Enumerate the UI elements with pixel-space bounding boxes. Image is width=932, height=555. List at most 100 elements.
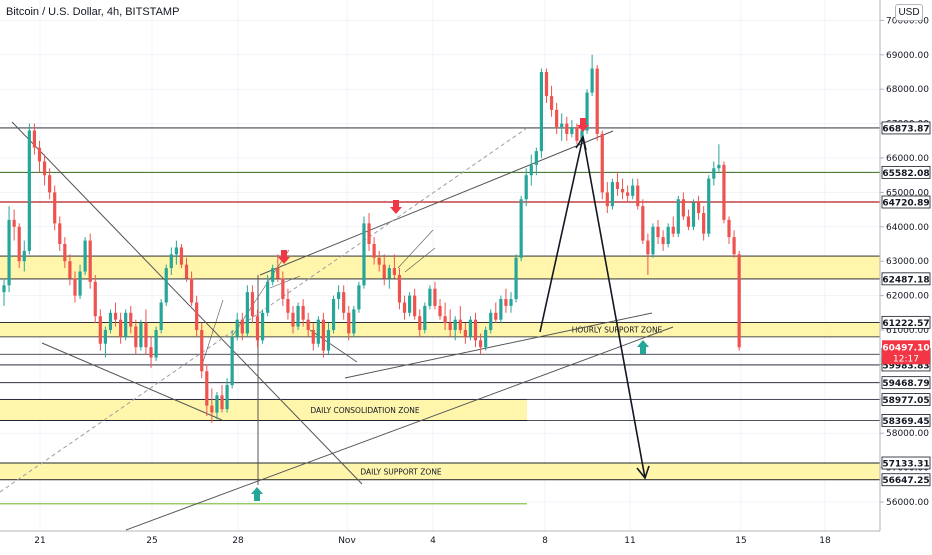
candle-up: [484, 326, 488, 351]
candle-body: [174, 247, 178, 255]
candle-body: [595, 68, 599, 134]
candle-body: [585, 92, 589, 131]
projection-path: [539, 136, 646, 479]
candle-up: [296, 302, 300, 330]
candle-body: [382, 264, 386, 279]
candle-down: [473, 312, 478, 348]
candle-up: [712, 161, 716, 186]
candle-down: [413, 288, 417, 320]
candle-down: [205, 364, 209, 416]
candle-body: [205, 371, 209, 406]
candle-up: [428, 285, 432, 310]
candle-up: [326, 323, 331, 355]
candle-body: [316, 319, 320, 344]
candle-body: [326, 330, 331, 351]
candle-up: [230, 330, 234, 389]
candle-body: [78, 271, 82, 296]
price-level-label: 66873.87: [882, 124, 929, 134]
candle-body: [68, 261, 72, 279]
candle-body: [250, 292, 255, 317]
candle-body: [266, 281, 270, 313]
candle-body: [539, 72, 544, 152]
candle-body: [681, 199, 685, 217]
candle-up: [529, 154, 533, 186]
candle-down: [494, 302, 498, 324]
candle-body: [276, 268, 280, 279]
time-tick-label: 4: [430, 536, 436, 546]
candle-body: [58, 223, 62, 244]
candle-up: [590, 54, 594, 97]
candle-up: [139, 319, 143, 351]
candle-up: [103, 326, 107, 358]
trendline: [344, 312, 653, 379]
candle-body: [296, 305, 300, 327]
price-tick-label: 63000.00: [886, 257, 929, 267]
time-tick-label: 21: [34, 536, 45, 546]
candle-down: [93, 274, 97, 324]
candle-down: [504, 288, 508, 313]
trendline: [11, 121, 363, 485]
candle-body: [337, 292, 341, 300]
candle-down: [73, 271, 77, 303]
arrow-shaft: [580, 118, 586, 125]
currency-badge[interactable]: USD: [895, 4, 923, 21]
zone-band: [0, 399, 527, 421]
candle-up: [651, 223, 655, 258]
candle-body: [255, 316, 260, 341]
candle-body: [179, 247, 184, 265]
candle-down: [438, 299, 442, 320]
candle-up: [499, 295, 503, 324]
candle-body: [463, 330, 467, 337]
time-tick-label: 25: [146, 536, 157, 546]
price-tick-label: 70000.00: [886, 16, 929, 26]
arrow-shaft: [640, 347, 646, 354]
projection-arrowhead-up: [575, 134, 587, 151]
candle-body: [331, 299, 336, 330]
candle-body: [306, 319, 310, 330]
candle-body: [737, 254, 741, 348]
candle-body: [478, 340, 483, 348]
candle-down: [210, 388, 214, 423]
candle-body: [646, 240, 650, 255]
price-level-label: 57133.31: [882, 460, 929, 470]
candle-body: [184, 264, 189, 279]
candle-body: [494, 312, 498, 320]
candle-up: [570, 120, 574, 138]
candle-up: [666, 223, 670, 248]
candle-body: [615, 182, 620, 189]
candle-body: [32, 130, 37, 148]
sell-signal-arrow: [577, 118, 589, 132]
candle-body: [473, 319, 478, 341]
candle-down: [144, 309, 148, 355]
candle-up: [174, 240, 178, 265]
candle-down: [433, 281, 437, 310]
candle-body: [626, 192, 630, 196]
time-tick-label: Nov: [338, 536, 356, 546]
candle-down: [58, 216, 62, 251]
candle-down: [367, 213, 371, 251]
candle-up: [83, 237, 87, 275]
candle-body: [392, 268, 396, 275]
candle-body: [215, 395, 219, 413]
candle-up: [539, 68, 544, 158]
candle-up: [560, 113, 564, 141]
candle-up: [387, 264, 391, 289]
candle-up: [22, 240, 26, 272]
candle-up: [271, 264, 275, 286]
candle-up: [352, 305, 356, 337]
candle-down: [641, 199, 645, 244]
candle-body: [53, 192, 57, 224]
zone-label: DAILY CONSOLIDATION ZONE: [310, 406, 419, 415]
candle-body: [200, 330, 204, 372]
candle-down: [463, 323, 467, 344]
candle-body: [468, 319, 473, 337]
candle-body: [129, 312, 133, 327]
candle-body: [230, 336, 234, 386]
candle-down: [342, 285, 346, 320]
candle-body: [661, 237, 665, 244]
candle-body: [575, 127, 579, 141]
candle-down: [179, 244, 184, 269]
candle-body: [651, 226, 655, 255]
